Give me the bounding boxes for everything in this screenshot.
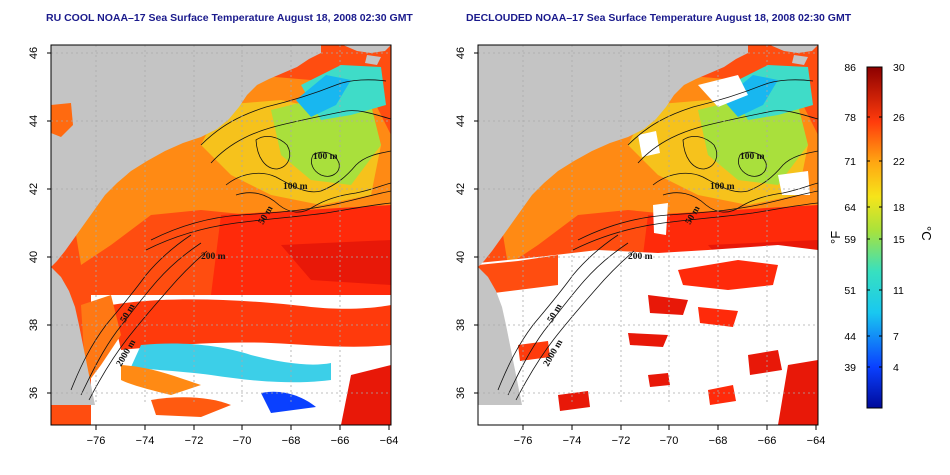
left-y-tick-label: 46 bbox=[28, 47, 40, 59]
left-contour-label-2: 100 m bbox=[283, 182, 308, 192]
colorbar-c-tick-label: 7 bbox=[893, 331, 899, 343]
right-x-tick-label: −76 bbox=[514, 435, 533, 447]
left-map: 100 m 100 m 50 m 200 m 50 m 2000 m bbox=[51, 45, 391, 425]
right-y-axis: 36 38 40 42 44 46 bbox=[455, 47, 478, 399]
colorbar-c-tick-label: 11 bbox=[893, 285, 904, 297]
left-y-tick-label: 38 bbox=[28, 319, 40, 331]
right-y-tick-label: 44 bbox=[455, 115, 467, 127]
right-sst-field bbox=[478, 45, 818, 425]
left-y-tick-label: 42 bbox=[28, 183, 40, 195]
colorbar-f-tick-label: 64 bbox=[844, 202, 856, 214]
left-map-frame bbox=[50, 44, 392, 426]
colorbar-c-tick-label: 22 bbox=[893, 156, 905, 168]
right-map-frame bbox=[477, 44, 819, 426]
right-map-title: DECLOUDED NOAA–17 Sea Surface Temperatur… bbox=[466, 12, 852, 24]
right-x-tick-label: −74 bbox=[563, 435, 582, 447]
colorbar-f-tick-label: 59 bbox=[844, 234, 856, 246]
colorbar-c-tick-label: 18 bbox=[893, 202, 905, 214]
right-contour-label-2: 100 m bbox=[710, 182, 735, 192]
right-x-tick-label: −66 bbox=[758, 435, 777, 447]
right-y-tick-label: 36 bbox=[455, 387, 467, 399]
left-x-tick-label: −76 bbox=[87, 435, 106, 447]
right-x-axis: −76 −74 −72 −70 −68 −66 −64 bbox=[514, 425, 826, 447]
left-x-tick-label: −70 bbox=[233, 435, 252, 447]
colorbar-f-tick-label: 86 bbox=[844, 62, 856, 74]
right-x-tick-label: −68 bbox=[709, 435, 728, 447]
right-y-tick-label: 38 bbox=[455, 319, 467, 331]
colorbar: 86 78 71 64 59 51 44 39 30 26 22 18 15 11 7 4 °F °C bbox=[828, 62, 934, 409]
colorbar-f-tick-label: 78 bbox=[844, 112, 856, 124]
colorbar-f-tick-label: 71 bbox=[844, 156, 856, 168]
left-x-tick-label: −72 bbox=[185, 435, 204, 447]
left-map-title: RU COOL NOAA–17 Sea Surface Temperature … bbox=[46, 12, 413, 24]
left-x-tick-label: −66 bbox=[331, 435, 350, 447]
colorbar-fahrenheit-label: °F bbox=[828, 231, 843, 244]
colorbar-scale bbox=[866, 66, 883, 409]
left-y-axis: 36 38 40 42 44 46 bbox=[28, 47, 51, 399]
left-x-tick-label: −68 bbox=[282, 435, 301, 447]
colorbar-c-tick-label: 15 bbox=[893, 234, 905, 246]
colorbar-c-tick-label: 30 bbox=[893, 62, 905, 74]
right-y-tick-label: 46 bbox=[455, 47, 467, 59]
right-y-tick-label: 42 bbox=[455, 183, 467, 195]
right-x-tick-label: −70 bbox=[660, 435, 679, 447]
colorbar-f-tick-label: 51 bbox=[844, 285, 856, 297]
left-y-tick-label: 36 bbox=[28, 387, 40, 399]
left-cloud-region bbox=[81, 295, 391, 425]
left-contour-label-1: 100 m bbox=[313, 152, 338, 162]
right-x-tick-label: −72 bbox=[612, 435, 631, 447]
right-contour-label-4: 200 m bbox=[628, 252, 653, 262]
right-x-tick-label: −64 bbox=[807, 435, 826, 447]
left-x-axis: −76 −74 −72 −70 −68 −66 −64 bbox=[87, 425, 399, 447]
right-y-tick-label: 40 bbox=[455, 251, 467, 263]
right-map: 100 m 100 m 50 m 200 m 50 m 2000 m bbox=[478, 45, 818, 425]
colorbar-celsius-label: °C bbox=[919, 226, 934, 241]
colorbar-c-tick-label: 26 bbox=[893, 112, 905, 124]
left-x-tick-label: −74 bbox=[136, 435, 155, 447]
right-contour-label-1: 100 m bbox=[740, 152, 765, 162]
left-x-tick-label: −64 bbox=[380, 435, 399, 447]
left-y-tick-label: 40 bbox=[28, 251, 40, 263]
colorbar-f-tick-label: 44 bbox=[844, 331, 856, 343]
left-y-tick-label: 44 bbox=[28, 115, 40, 127]
colorbar-f-tick-label: 39 bbox=[844, 362, 856, 374]
colorbar-c-tick-label: 4 bbox=[893, 362, 899, 374]
left-contour-label-4: 200 m bbox=[201, 252, 226, 262]
